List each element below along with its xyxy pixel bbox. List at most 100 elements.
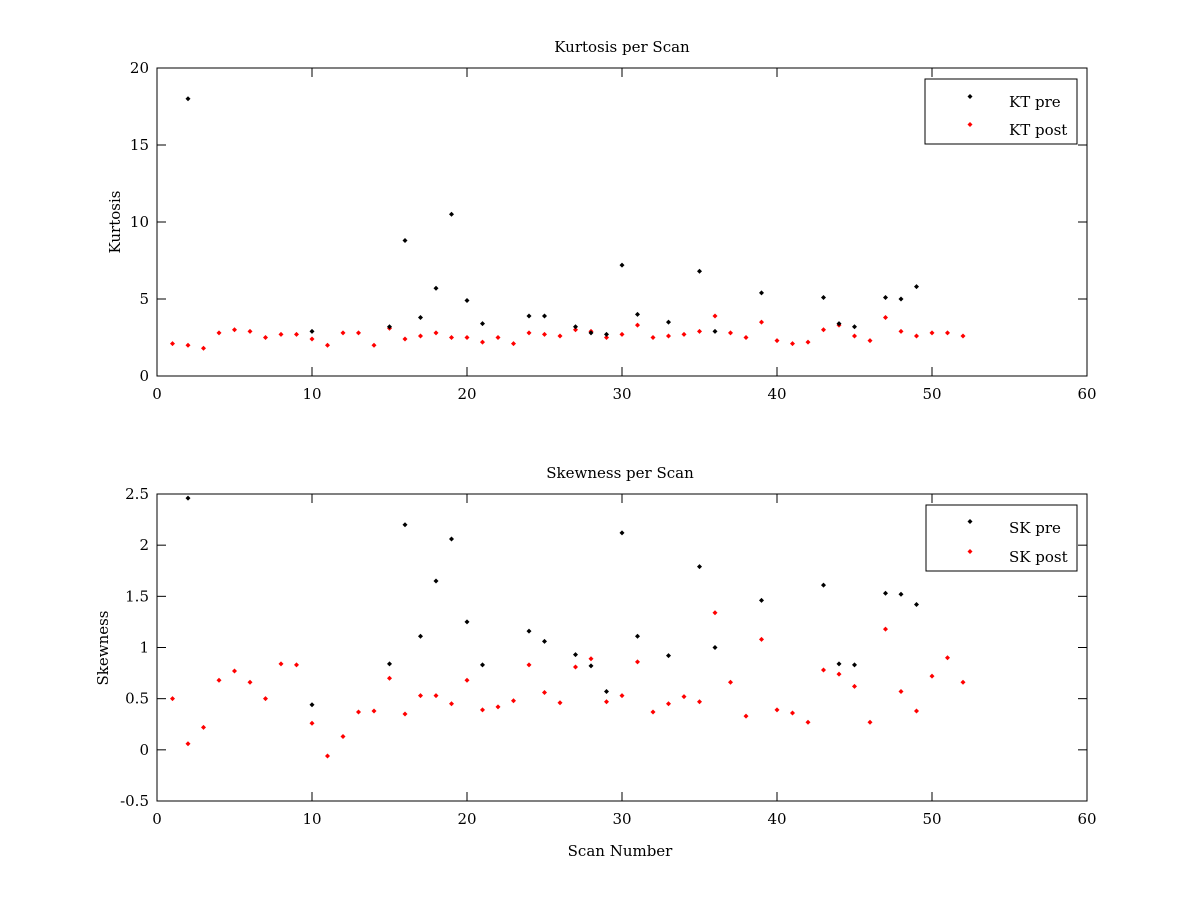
kt-pre-point: [402, 237, 408, 243]
sk-post-point: [681, 694, 687, 700]
sk-post-point: [635, 659, 640, 665]
kurtosis-x-tick-label: 0: [152, 385, 162, 403]
sk-pre-point: [821, 582, 826, 588]
kurtosis-legend-box: [924, 78, 1078, 145]
kurtosis-x-tick-label: 30: [612, 385, 631, 403]
kt-pre-point: [418, 314, 423, 320]
kt-post-legend-marker: [967, 122, 973, 127]
kt-post-point: [201, 345, 206, 351]
kurtosis-x-tick-label: 10: [302, 385, 321, 403]
sk-post-point: [201, 724, 206, 730]
skewness-chart-title: Skewness per Scan: [546, 464, 694, 482]
kurtosis-x-tick-label: 60: [1077, 385, 1096, 403]
kt-pre-point: [464, 298, 470, 304]
sk-pre-point: [464, 619, 470, 625]
sk-post-point: [697, 699, 702, 705]
skewness-x-tick-label: 50: [922, 810, 941, 828]
sk-pre-point: [759, 597, 764, 603]
kt-pre-point: [449, 211, 454, 217]
kt-pre-point: [883, 294, 888, 300]
kt-post-point: [619, 331, 625, 337]
skewness-ticks: 0 10 20 30 40 50 60-0.500.511.522.5: [120, 485, 1096, 828]
sk-post-point: [294, 662, 299, 668]
sk-pre-legend-marker: [967, 519, 973, 524]
skewness-y-tick-label: 1: [139, 639, 149, 657]
kt-pre-point: [526, 313, 532, 319]
sk-post-point: [650, 709, 656, 715]
sk-pre-point: [185, 495, 191, 501]
sk-pre-point: [898, 591, 904, 597]
skewness-y-axis-label: Skewness: [94, 610, 112, 685]
sk-pre-point: [883, 590, 888, 596]
sk-post-point: [945, 655, 950, 661]
sk-post-point: [170, 696, 175, 702]
kt-post-point: [402, 336, 408, 342]
kt-post-point: [511, 341, 516, 347]
sk-post-point: [604, 699, 609, 705]
sk-pre-point: [402, 522, 408, 528]
kt-pre-point: [542, 313, 547, 319]
kt-pre-legend-label: KT pre: [1009, 93, 1061, 111]
kt-pre-point: [635, 311, 640, 317]
kt-pre-point: [712, 328, 718, 334]
sk-post-point: [790, 710, 795, 716]
skewness-y-tick-label: -0.5: [120, 792, 149, 810]
sk-post-point: [371, 708, 377, 714]
kt-pre-point: [309, 328, 315, 334]
kt-post-point: [759, 319, 764, 325]
skewness-y-tick-label: 0: [139, 741, 149, 759]
kurtosis-subplot: Kurtosis per Scan Kurtosis 0 10 20 30 40 50 60…: [106, 38, 1097, 403]
kurtosis-ticks: 0 10 20 30 40 50 60 0 5 10 15 20: [130, 59, 1097, 403]
kurtosis-y-tick-label: 20: [130, 59, 149, 77]
sk-post-legend-label: SK post: [1009, 548, 1068, 566]
kt-post-point: [790, 341, 795, 347]
kurtosis-x-tick-label: 20: [457, 385, 476, 403]
sk-post-point: [883, 626, 888, 632]
sk-post-point: [774, 707, 780, 713]
kt-pre-point: [759, 290, 764, 296]
skewness-subplot: Skewness per Scan Skewness Scan Number 0…: [94, 464, 1097, 860]
kt-post-point: [464, 335, 470, 340]
sk-post-point: [542, 690, 547, 696]
sk-post-point: [666, 701, 671, 707]
kt-pre-point: [619, 262, 625, 268]
skewness-legend-box: [925, 504, 1078, 572]
kt-post-point: [216, 330, 222, 336]
sk-post-point: [728, 679, 733, 685]
sk-post-point: [619, 693, 625, 699]
skewness-x-tick-label: 20: [457, 810, 476, 828]
kurtosis-chart-title: Kurtosis per Scan: [554, 38, 690, 56]
sk-post-point: [898, 689, 904, 695]
sk-post-point: [433, 693, 439, 699]
skewness-x-tick-label: 30: [612, 810, 631, 828]
sk-pre-point: [433, 578, 439, 584]
kurtosis-y-tick-label: 5: [139, 290, 149, 308]
kt-post-point: [960, 333, 966, 339]
sk-post-point: [712, 610, 718, 616]
kt-post-point: [232, 327, 237, 333]
kt-post-point: [526, 330, 532, 336]
skewness-x-tick-label: 10: [302, 810, 321, 828]
sk-pre-point: [309, 702, 315, 708]
sk-post-point: [340, 734, 346, 740]
kt-pre-point: [433, 285, 439, 291]
sk-post-point: [588, 656, 594, 662]
kt-post-point: [294, 331, 299, 337]
kt-pre-point: [588, 330, 594, 336]
sk-pre-point: [619, 530, 625, 536]
sk-post-point: [464, 677, 470, 683]
kt-post-point: [557, 333, 563, 339]
sk-pre-point: [666, 653, 671, 659]
sk-post-point: [247, 679, 253, 685]
sk-pre-point: [914, 602, 919, 608]
kt-post-point: [263, 335, 268, 340]
kt-post-point: [309, 336, 315, 342]
kt-post-point: [185, 342, 191, 348]
sk-pre-point: [697, 564, 702, 570]
kt-post-point: [278, 331, 284, 337]
sk-post-point: [278, 661, 284, 667]
kt-post-point: [712, 313, 718, 319]
sk-post-point: [387, 675, 392, 681]
kt-post-point: [945, 330, 950, 336]
